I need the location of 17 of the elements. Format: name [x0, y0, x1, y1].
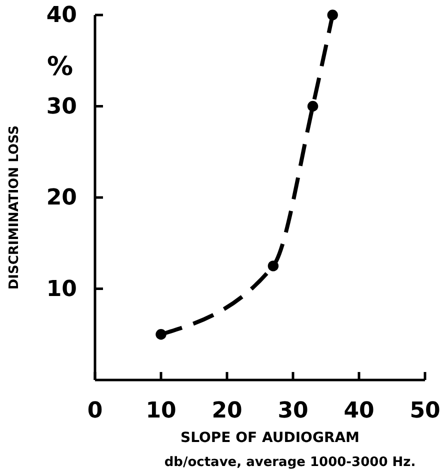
x-tick-label: 20: [212, 398, 242, 424]
point: [156, 329, 166, 340]
y-tick-label: 10: [46, 276, 77, 302]
point: [268, 260, 279, 272]
x-tick-label: 10: [146, 398, 176, 424]
x-axis-title: SLOPE OF AUDIOGRAM db/octave, average 1000-3000 Hz.: [164, 430, 416, 470]
x-tick-label: 30: [278, 398, 308, 424]
x-tick-label: 40: [344, 398, 374, 424]
point: [327, 10, 338, 20]
x-tick-label: 0: [87, 398, 103, 424]
y-tick-label: 20: [46, 186, 77, 211]
point: [307, 100, 318, 112]
y-axis-title: DISCRIMINATION LOSS: [7, 125, 22, 290]
x-tick-label: 50: [410, 398, 440, 424]
y-tick-label: 30: [46, 94, 77, 120]
text: %: [46, 52, 74, 82]
y-tick-label: 40: [46, 3, 77, 28]
